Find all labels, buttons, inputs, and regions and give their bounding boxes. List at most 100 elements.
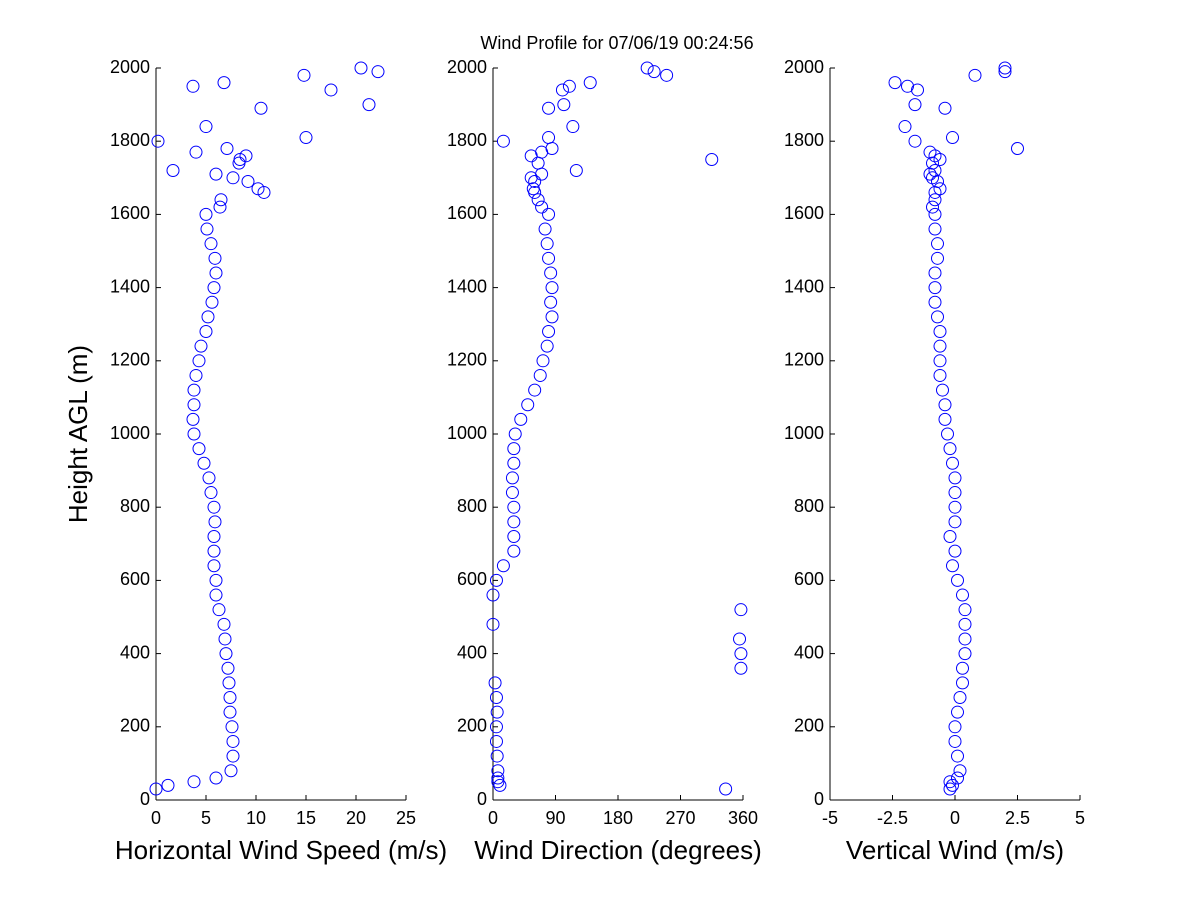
point xyxy=(362,98,376,112)
point xyxy=(535,167,549,181)
point xyxy=(205,295,219,309)
point xyxy=(640,61,654,75)
point xyxy=(213,200,227,214)
x-tick-label: 0 xyxy=(488,808,498,828)
y-tick-label: 1200 xyxy=(784,350,824,370)
point xyxy=(933,354,947,368)
point xyxy=(489,720,503,734)
point xyxy=(200,222,214,236)
point xyxy=(187,775,201,789)
y-tick-label: 1800 xyxy=(447,130,487,150)
y-tick-label: 800 xyxy=(794,496,824,516)
point xyxy=(542,325,556,339)
x-tick-label: 5 xyxy=(201,808,211,828)
point xyxy=(931,310,944,324)
point xyxy=(953,764,967,778)
point xyxy=(208,251,222,265)
point xyxy=(938,412,952,426)
point xyxy=(486,617,500,631)
x-tick-label: -2.5 xyxy=(877,808,908,828)
point xyxy=(209,771,223,785)
point xyxy=(535,200,549,214)
point xyxy=(507,515,521,529)
point xyxy=(486,588,500,602)
point xyxy=(199,120,213,134)
point xyxy=(998,61,1012,75)
point xyxy=(209,588,223,602)
point xyxy=(943,442,957,456)
point xyxy=(933,182,947,196)
point xyxy=(583,76,597,90)
point xyxy=(958,647,972,661)
point xyxy=(719,782,733,796)
point xyxy=(946,778,959,792)
point xyxy=(226,749,240,763)
y-tick-label: 2000 xyxy=(110,57,150,77)
point xyxy=(734,647,748,661)
point xyxy=(197,456,211,470)
point xyxy=(734,661,748,675)
point xyxy=(931,251,944,265)
point xyxy=(209,167,223,181)
point xyxy=(908,134,922,148)
point xyxy=(371,65,385,79)
point xyxy=(324,83,338,97)
point xyxy=(507,442,521,456)
point xyxy=(562,79,576,93)
x-tick-label: 270 xyxy=(665,808,695,828)
point xyxy=(151,134,165,148)
point xyxy=(192,442,206,456)
point xyxy=(490,705,504,719)
y-tick-label: 1200 xyxy=(110,350,150,370)
point xyxy=(489,573,503,587)
point xyxy=(526,182,540,196)
point xyxy=(901,79,914,93)
y-tick-label: 1800 xyxy=(784,130,824,150)
point xyxy=(491,771,505,785)
point xyxy=(956,588,969,602)
y-tick-label: 1400 xyxy=(447,276,487,296)
point xyxy=(505,471,519,485)
y-tick-label: 0 xyxy=(477,789,487,809)
point xyxy=(488,676,502,690)
subplot: 0 200 400 600 800 1000 1200 1400 1600 1800 2000 0 5 1… xyxy=(63,57,447,865)
point xyxy=(928,222,942,236)
point xyxy=(946,456,959,470)
x-tick-label: 25 xyxy=(396,808,416,828)
y-tick-label: 1000 xyxy=(447,423,487,443)
y-tick-label: 1600 xyxy=(447,203,487,223)
point xyxy=(491,775,505,789)
point xyxy=(923,145,937,159)
point xyxy=(948,734,962,748)
x-tick-label: 2.5 xyxy=(1005,808,1030,828)
point xyxy=(201,310,215,324)
y-tick-label: 0 xyxy=(140,789,150,809)
point xyxy=(933,339,947,353)
point xyxy=(149,782,163,796)
point xyxy=(251,182,265,196)
point xyxy=(225,720,239,734)
point xyxy=(958,632,972,646)
y-tick-label: 600 xyxy=(794,569,824,589)
y-tick-label: 200 xyxy=(794,716,824,736)
point xyxy=(938,101,952,115)
point xyxy=(928,266,942,280)
y-tick-label: 600 xyxy=(457,569,487,589)
point xyxy=(207,559,221,573)
point xyxy=(533,368,547,382)
point xyxy=(186,79,200,93)
y-tick-label: 1400 xyxy=(110,276,150,296)
point xyxy=(189,368,203,382)
point xyxy=(542,101,556,115)
point xyxy=(189,145,203,159)
point xyxy=(956,676,969,690)
point xyxy=(569,163,583,177)
point xyxy=(933,325,947,339)
point xyxy=(297,68,311,82)
point xyxy=(219,647,233,661)
point xyxy=(207,544,221,558)
point xyxy=(491,764,505,778)
y-tick-label: 2000 xyxy=(447,57,487,77)
point xyxy=(507,456,521,470)
